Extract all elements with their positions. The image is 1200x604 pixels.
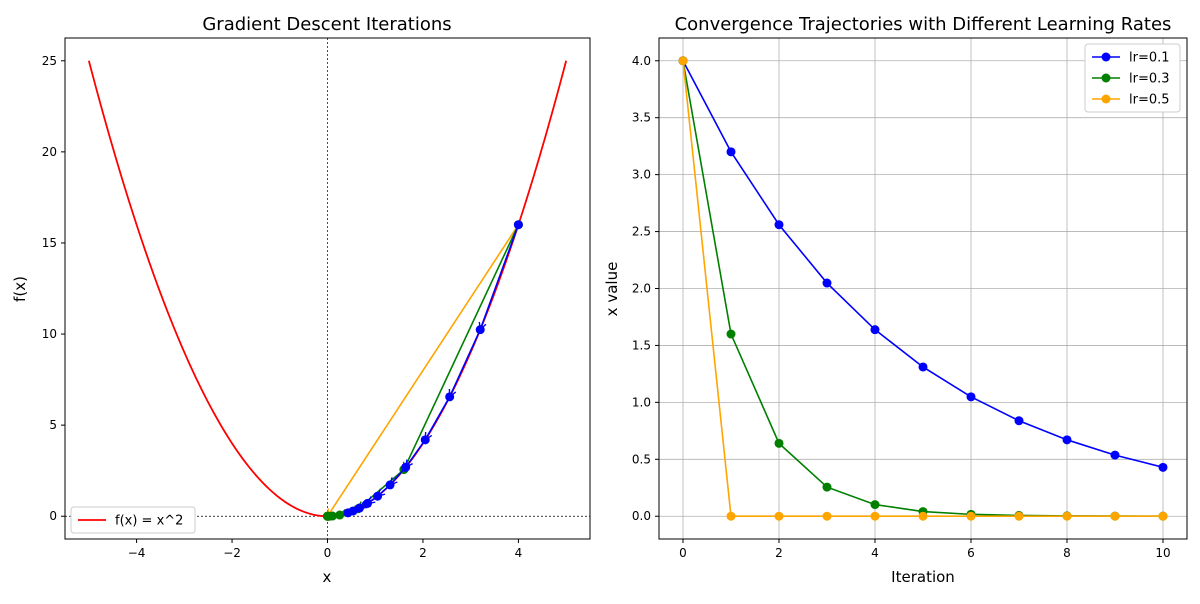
left-y-tick-label: 0: [49, 509, 57, 523]
left-iterate-point: [373, 492, 382, 501]
series-point-lr1: [1111, 451, 1120, 460]
series-point-lr3: [679, 56, 688, 65]
series-point-lr3: [727, 512, 736, 521]
series-point-lr3: [871, 512, 880, 521]
right-chart-title: Convergence Trajectories with Different …: [675, 14, 1172, 35]
series-point-lr2: [775, 439, 784, 448]
series-point-lr3: [967, 512, 976, 521]
right-legend-swatch-marker: [1102, 53, 1111, 62]
left-x-tick-label: −4: [128, 546, 146, 560]
series-point-lr1: [1015, 416, 1024, 425]
left-iterate-point: [343, 508, 352, 517]
right-x-tick-label: 6: [967, 546, 975, 560]
series-point-lr3: [775, 512, 784, 521]
series-point-lr2: [871, 500, 880, 509]
right-y-axis-label: x value: [603, 262, 621, 317]
left-step-segment: [328, 225, 519, 516]
right-legend-label: lr=0.5: [1129, 93, 1170, 108]
left-x-axis-label: x: [323, 568, 332, 586]
left-iterate-point: [363, 499, 372, 508]
series-point-lr1: [1063, 435, 1072, 444]
series-point-lr1: [1159, 463, 1168, 472]
left-step-segment: [480, 225, 518, 330]
right-legend-swatch-marker: [1102, 95, 1111, 104]
series-point-lr1: [967, 392, 976, 401]
series-point-lr3: [823, 512, 832, 521]
left-iterate-point: [401, 463, 410, 472]
left-y-tick-label: 20: [42, 145, 57, 159]
right-legend-label: lr=0.3: [1129, 72, 1170, 87]
right-y-tick-label: 0.5: [632, 452, 651, 466]
series-point-lr1: [775, 220, 784, 229]
series-point-lr1: [871, 325, 880, 334]
series-point-lr1: [823, 279, 832, 288]
right-chart: Convergence Trajectories with Different …: [603, 14, 1187, 586]
left-x-tick-label: 0: [324, 546, 332, 560]
left-x-tick-label: 4: [515, 546, 523, 560]
left-step-segment: [425, 397, 449, 440]
left-iterate-point: [476, 325, 485, 334]
right-legend-swatch-marker: [1102, 74, 1111, 83]
left-x-tick-label: −2: [223, 546, 241, 560]
right-y-tick-label: 2.0: [632, 282, 651, 296]
series-point-lr3: [1015, 512, 1024, 521]
right-y-tick-label: 1.0: [632, 395, 651, 409]
right-x-tick-label: 4: [871, 546, 879, 560]
left-iterate-point: [421, 435, 430, 444]
left-chart: Gradient Descent Iterations x f(x) −4 −2 0…: [11, 14, 590, 586]
series-point-lr3: [919, 512, 928, 521]
series-point-lr3: [1159, 512, 1168, 521]
right-y-tick-label: 3.5: [632, 111, 651, 125]
left-chart-title: Gradient Descent Iterations: [202, 14, 451, 35]
right-legend: lr=0.1 lr=0.3 lr=0.5: [1085, 44, 1180, 112]
left-iterate-point: [445, 392, 454, 401]
left-step-segment: [404, 225, 519, 470]
series-point-lr3: [1111, 512, 1120, 521]
right-y-tick-label: 4.0: [632, 54, 651, 68]
right-grid: [659, 38, 1187, 539]
left-iterate-point: [514, 220, 523, 229]
series-line-lr1: [683, 61, 1163, 468]
right-y-tick-label: 1.5: [632, 338, 651, 352]
left-plot-area: [65, 38, 590, 539]
right-x-tick-label: 0: [679, 546, 687, 560]
left-y-tick-label: 10: [42, 327, 57, 341]
left-y-tick-label: 5: [49, 418, 57, 432]
left-legend: f(x) = x^2: [71, 507, 195, 533]
left-legend-label: f(x) = x^2: [115, 514, 183, 529]
series-point-lr1: [919, 362, 928, 371]
left-y-axis-label: f(x): [11, 276, 29, 302]
left-iterate-point: [386, 480, 395, 489]
left-x-tick-label: 2: [419, 546, 427, 560]
series-point-lr2: [727, 330, 736, 339]
right-y-tick-label: 3.0: [632, 168, 651, 182]
left-y-tick-label: 25: [42, 54, 57, 68]
right-x-tick-label: 2: [775, 546, 783, 560]
right-x-axis-label: Iteration: [891, 568, 955, 586]
left-iterate-point: [323, 512, 332, 521]
right-x-tick-label: 10: [1155, 546, 1170, 560]
right-x-tick-label: 8: [1063, 546, 1071, 560]
series-point-lr3: [1063, 512, 1072, 521]
series-point-lr2: [823, 483, 832, 492]
left-y-tick-label: 15: [42, 236, 57, 250]
right-y-tick-label: 0.0: [632, 509, 651, 523]
right-legend-label: lr=0.1: [1129, 51, 1170, 66]
series-point-lr1: [727, 147, 736, 156]
right-y-tick-label: 2.5: [632, 225, 651, 239]
